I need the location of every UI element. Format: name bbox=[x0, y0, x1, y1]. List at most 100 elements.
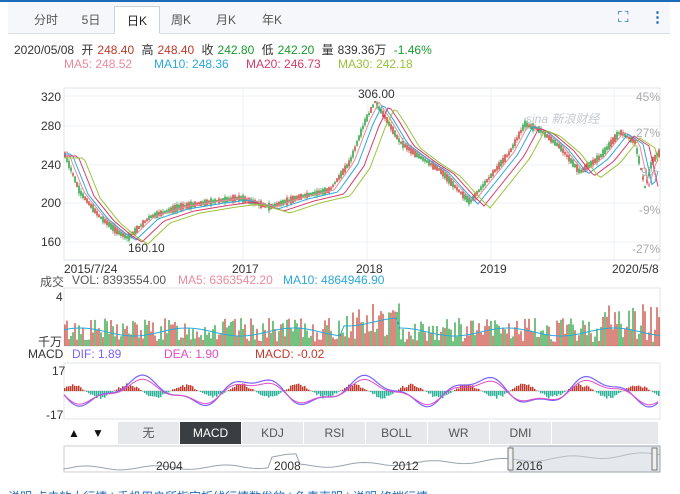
volume-bar bbox=[556, 320, 558, 346]
volume-bar bbox=[352, 312, 354, 346]
macd-bar bbox=[450, 391, 452, 394]
vol-value: VOL: 8393554.00 bbox=[72, 273, 167, 287]
indicator-none-button[interactable]: 无 bbox=[118, 422, 180, 444]
candle-body bbox=[190, 201, 192, 209]
tab-yearly-k[interactable]: 年K bbox=[261, 13, 282, 27]
volume-bar bbox=[274, 329, 276, 346]
volume-bar bbox=[294, 319, 296, 346]
tab-daily-k[interactable]: 日K bbox=[114, 6, 160, 34]
macd-bar bbox=[654, 391, 656, 394]
candle-body bbox=[206, 199, 208, 206]
candle-body bbox=[278, 201, 280, 207]
volume-bar bbox=[326, 325, 328, 346]
candle-body bbox=[292, 195, 294, 204]
macd-bar bbox=[296, 384, 298, 391]
volume-bar bbox=[550, 339, 552, 346]
macd-bar bbox=[326, 391, 328, 396]
candle-body bbox=[378, 106, 380, 110]
indicator-dmi-button[interactable]: DMI bbox=[490, 422, 552, 444]
more-menu-icon[interactable]: ⋮ bbox=[650, 9, 665, 26]
tab-monthly-k[interactable]: 月K bbox=[215, 13, 236, 27]
volume-bar bbox=[584, 324, 586, 346]
indicator-wr-button[interactable]: WR bbox=[428, 422, 490, 444]
candle-body bbox=[654, 155, 656, 162]
candle-body bbox=[108, 222, 110, 227]
candle-body bbox=[634, 139, 636, 145]
volume-bar bbox=[190, 339, 192, 346]
macd-bar bbox=[268, 391, 270, 398]
zoom-out-button[interactable]: ▼ bbox=[92, 426, 104, 440]
volume-bar bbox=[436, 325, 438, 346]
candle-body bbox=[238, 195, 240, 201]
indicator-macd-button[interactable]: MACD bbox=[180, 422, 242, 444]
candle-body bbox=[504, 154, 506, 163]
footer-links[interactable]: 说明:点击放大行情 | 手机用户所指定折线行情数发的 | 免责声明 | 说明:终… bbox=[8, 488, 428, 494]
candle-body bbox=[138, 225, 140, 230]
indicator-boll-button[interactable]: BOLL bbox=[366, 422, 428, 444]
macd-bar bbox=[398, 389, 400, 391]
macd-bar bbox=[308, 389, 310, 391]
candle-body bbox=[288, 199, 290, 202]
volume-bar bbox=[634, 311, 636, 346]
macd-bar bbox=[334, 391, 336, 394]
fullscreen-icon[interactable]: ⛶ bbox=[618, 9, 629, 26]
candle-body bbox=[530, 123, 532, 129]
candle-body bbox=[182, 203, 184, 210]
volume-bar bbox=[260, 341, 262, 346]
volume-bar bbox=[622, 337, 624, 346]
candle-body bbox=[430, 162, 432, 166]
candle-body bbox=[502, 157, 504, 164]
zoom-in-button[interactable]: ▲ bbox=[68, 426, 80, 440]
macd-bar bbox=[554, 391, 556, 395]
volume-bar bbox=[388, 312, 390, 346]
volume-bar bbox=[590, 333, 592, 346]
macd-bar bbox=[262, 391, 264, 396]
volume-bar bbox=[586, 335, 588, 346]
pct-axis-label: 27% bbox=[636, 126, 661, 140]
candle-body bbox=[116, 228, 118, 235]
candle-body bbox=[338, 175, 340, 180]
volume-bar bbox=[364, 333, 366, 346]
macd-bar bbox=[314, 391, 316, 393]
volume-bar bbox=[224, 318, 226, 346]
macd-bar bbox=[208, 391, 210, 396]
indicator-kdj-button[interactable]: KDJ bbox=[242, 422, 304, 444]
candle-body bbox=[66, 157, 68, 162]
macd-bar bbox=[514, 387, 516, 391]
candle-body bbox=[306, 192, 308, 198]
candle-body bbox=[226, 197, 228, 203]
macd-bar bbox=[302, 386, 304, 391]
volume-bar bbox=[540, 330, 542, 346]
candle-body bbox=[212, 200, 214, 204]
volume-bar bbox=[354, 338, 356, 346]
candle-body bbox=[522, 124, 524, 131]
volume-bar bbox=[468, 335, 470, 346]
pct-axis-label: -27% bbox=[632, 242, 661, 256]
tab-weekly-k[interactable]: 周K bbox=[170, 13, 191, 27]
volume-value: 839.36万 bbox=[337, 43, 387, 57]
candle-body bbox=[474, 193, 476, 199]
macd-axis-bottom: -17 bbox=[46, 408, 64, 422]
volume-bar bbox=[88, 339, 90, 346]
candle-body bbox=[158, 211, 160, 217]
volume-bar bbox=[160, 326, 162, 346]
sina-watermark: sina 新浪财经 bbox=[526, 112, 600, 126]
volume-bar bbox=[420, 321, 422, 346]
volume-bar bbox=[542, 330, 544, 346]
indicator-rsi-button[interactable]: RSI bbox=[304, 422, 366, 444]
tab-5day[interactable]: 5日 bbox=[81, 13, 101, 27]
macd-bar bbox=[344, 387, 346, 391]
volume-bar bbox=[344, 336, 346, 346]
volume-bar bbox=[176, 325, 178, 346]
volume-panel-frame bbox=[63, 287, 661, 347]
macd-bar bbox=[404, 387, 406, 391]
candle-body bbox=[386, 117, 388, 124]
candle-body bbox=[102, 216, 104, 223]
macd-bar bbox=[612, 391, 614, 398]
volume-bar bbox=[394, 311, 396, 346]
volume-bar bbox=[632, 307, 634, 346]
candle-body bbox=[276, 203, 278, 207]
macd-bar bbox=[392, 391, 394, 394]
tab-intraday[interactable]: 分时 bbox=[33, 13, 58, 27]
